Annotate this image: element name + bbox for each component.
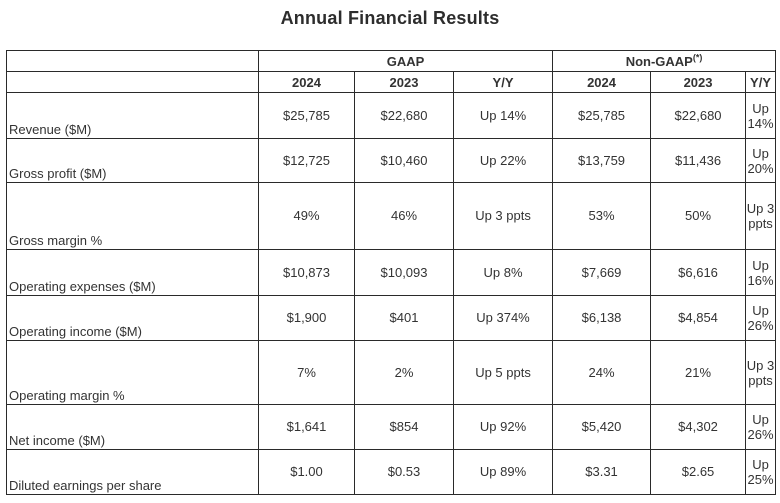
cell-value: Up 26% — [745, 404, 777, 450]
column-header-row: 2024 2023 Y/Y 2024 2023 Y/Y — [6, 71, 777, 93]
cell-value: Up 14% — [452, 92, 554, 139]
corner-cell — [6, 71, 259, 93]
row-label: Operating income ($M) — [6, 295, 259, 341]
group-header-row: GAAP Non-GAAP(*) — [6, 50, 777, 72]
cell-value: $4,854 — [650, 295, 747, 341]
table-row-revenue: Revenue ($M) $25,785 $22,680 Up 14% $25,… — [6, 92, 777, 139]
table-row-gross-profit: Gross profit ($M) $12,725 $10,460 Up 22%… — [6, 138, 777, 183]
col-header-gaap-yy: Y/Y — [452, 71, 554, 93]
cell-value: $4,302 — [650, 404, 747, 450]
cell-value: $10,460 — [354, 138, 454, 183]
col-header-gaap-2023: 2023 — [354, 71, 454, 93]
cell-value: $10,093 — [354, 249, 454, 296]
cell-value: Up 374% — [452, 295, 554, 341]
cell-value: $401 — [354, 295, 454, 341]
nongaap-group-header: Non-GAAP(*) — [552, 50, 777, 72]
row-label: Gross profit ($M) — [6, 138, 259, 183]
cell-value: $22,680 — [354, 92, 454, 139]
cell-value: Up 3 ppts — [452, 182, 554, 250]
cell-value: $2.65 — [650, 449, 747, 495]
row-label: Operating expenses ($M) — [6, 249, 259, 296]
nongaap-footnote-marker: (*) — [692, 52, 703, 63]
cell-value: $5,420 — [552, 404, 652, 450]
cell-value: $22,680 — [650, 92, 747, 139]
cell-value: 7% — [258, 340, 355, 405]
cell-value: $3.31 — [552, 449, 652, 495]
cell-value: Up 26% — [745, 295, 777, 341]
cell-value: $6,616 — [650, 249, 747, 296]
cell-value: $1.00 — [258, 449, 355, 495]
cell-value: $6,138 — [552, 295, 652, 341]
cell-value: $1,641 — [258, 404, 355, 450]
col-header-nongaap-2023: 2023 — [650, 71, 747, 93]
cell-value: 24% — [552, 340, 652, 405]
cell-value: Up 8% — [452, 249, 554, 296]
col-header-nongaap-2024: 2024 — [552, 71, 652, 93]
cell-value: 49% — [258, 182, 355, 250]
cell-value: 2% — [354, 340, 454, 405]
row-label: Gross margin % — [6, 182, 259, 250]
cell-value: Up 16% — [745, 249, 777, 296]
table-row-operating-expenses: Operating expenses ($M) $10,873 $10,093 … — [6, 249, 777, 296]
table-row-operating-income: Operating income ($M) $1,900 $401 Up 374… — [6, 295, 777, 341]
table-row-operating-margin: Operating margin % 7% 2% Up 5 ppts 24% 2… — [6, 340, 777, 405]
cell-value: $13,759 — [552, 138, 652, 183]
cell-value: Up 22% — [452, 138, 554, 183]
cell-value: $25,785 — [552, 92, 652, 139]
cell-value: Up 14% — [745, 92, 777, 139]
cell-value: $854 — [354, 404, 454, 450]
cell-value: 53% — [552, 182, 652, 250]
cell-value: Up 25% — [745, 449, 777, 495]
cell-value: 46% — [354, 182, 454, 250]
row-label: Revenue ($M) — [6, 92, 259, 139]
gaap-label: GAAP — [386, 53, 425, 69]
cell-value: $25,785 — [258, 92, 355, 139]
cell-value: $0.53 — [354, 449, 454, 495]
cell-value: $7,669 — [552, 249, 652, 296]
cell-value: Up 3 ppts — [745, 340, 777, 405]
row-label: Operating margin % — [6, 340, 259, 405]
cell-value: 50% — [650, 182, 747, 250]
table-row-net-income: Net income ($M) $1,641 $854 Up 92% $5,42… — [6, 404, 777, 450]
financial-results-table: GAAP Non-GAAP(*) 2024 2023 Y/Y 2024 2023… — [6, 50, 777, 495]
gaap-group-header: GAAP — [257, 50, 554, 72]
corner-cell — [6, 50, 259, 72]
row-label: Diluted earnings per share — [6, 449, 259, 495]
cell-value: Up 3 ppts — [745, 182, 777, 250]
page-title: Annual Financial Results — [280, 8, 500, 28]
nongaap-label: Non-GAAP — [625, 53, 693, 69]
table-row-diluted-eps: Diluted earnings per share $1.00 $0.53 U… — [6, 449, 777, 495]
cell-value: Up 20% — [745, 138, 777, 183]
row-label: Net income ($M) — [6, 404, 259, 450]
cell-value: Up 89% — [452, 449, 554, 495]
cell-value: $12,725 — [258, 138, 355, 183]
cell-value: Up 5 ppts — [452, 340, 554, 405]
cell-value: $1,900 — [258, 295, 355, 341]
col-header-nongaap-yy: Y/Y — [745, 71, 777, 93]
table-row-gross-margin: Gross margin % 49% 46% Up 3 ppts 53% 50%… — [6, 182, 777, 250]
cell-value: $11,436 — [650, 138, 747, 183]
cell-value: Up 92% — [452, 404, 554, 450]
cell-value: $10,873 — [258, 249, 355, 296]
cell-value: 21% — [650, 340, 747, 405]
col-header-gaap-2024: 2024 — [258, 71, 355, 93]
